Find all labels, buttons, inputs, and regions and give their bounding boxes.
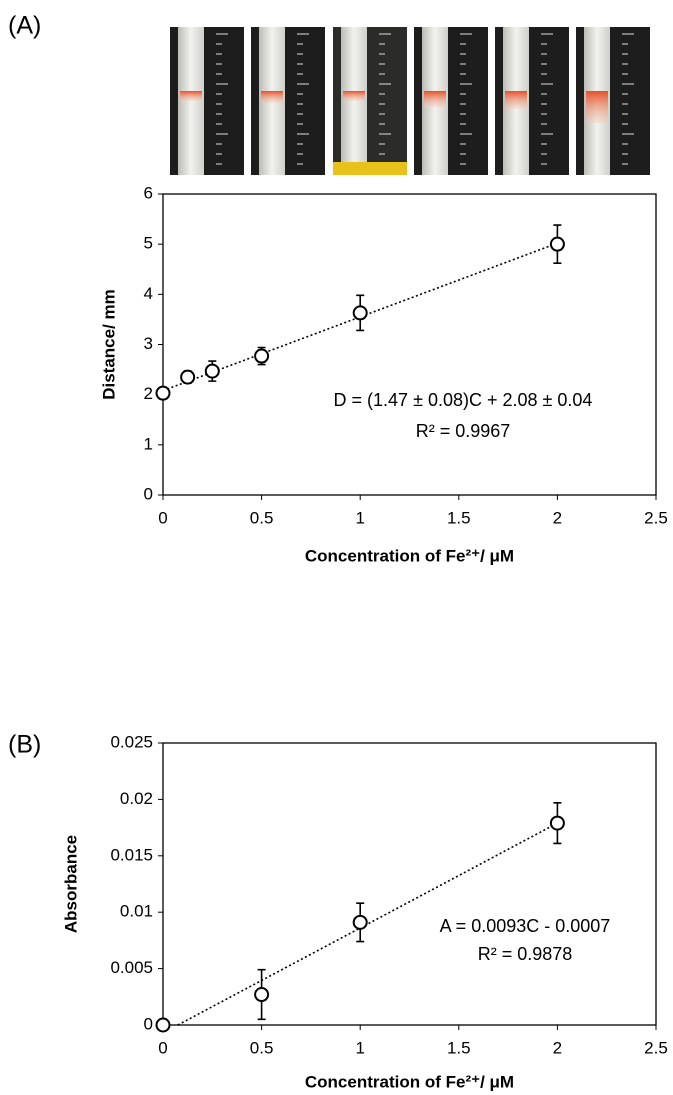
photo [576, 27, 650, 175]
y-axis-title: Distance/ mm [99, 289, 118, 400]
sample-band [261, 91, 283, 103]
y-tick-label: 2 [144, 384, 153, 403]
panel-label: (B) [8, 731, 41, 759]
x-tick-label: 0 [158, 1038, 167, 1057]
data-point [204, 363, 220, 379]
annotation: A = 0.0093C - 0.0007 [440, 916, 611, 936]
annotation: D = (1.47 ± 0.08)C + 2.08 ± 0.04 [334, 390, 593, 410]
photo [414, 27, 488, 175]
y-tick-label: 1 [144, 434, 153, 453]
data-point [180, 369, 196, 385]
photo [333, 27, 407, 175]
data-point [549, 236, 565, 252]
sample-band [180, 91, 202, 101]
plot-frame [162, 193, 657, 496]
x-tick-label: 2.5 [644, 1038, 668, 1057]
annotation: R² = 0.9878 [478, 944, 573, 964]
x-tick-label: 1.5 [447, 1038, 471, 1057]
y-tick-label: 3 [144, 334, 153, 353]
x-tick-label: 0 [158, 508, 167, 527]
y-tick-label: 0.005 [110, 958, 153, 977]
annotation: R² = 0.9967 [416, 421, 511, 441]
data-point [549, 815, 565, 831]
y-tick-label: 0 [144, 1014, 153, 1033]
photo [495, 27, 569, 175]
panel-label: (A) [8, 12, 41, 40]
data-point [254, 348, 270, 364]
plot-frame [162, 742, 657, 1026]
data-point [254, 987, 270, 1003]
stand [333, 162, 407, 175]
x-tick-label: 1 [355, 1038, 364, 1057]
y-tick-label: 0 [144, 484, 153, 503]
data-point [352, 305, 368, 321]
x-tick-label: 1.5 [447, 508, 471, 527]
y-tick-label: 0.015 [110, 845, 153, 864]
x-axis-title: Concentration of Fe²⁺/ μM [305, 546, 514, 565]
sample-band [424, 91, 446, 107]
data-point [352, 914, 368, 930]
data-point [155, 385, 171, 401]
data-point [155, 1017, 171, 1033]
sample-band [343, 91, 365, 101]
y-axis-title: Absorbance [61, 835, 80, 933]
photo [170, 27, 244, 175]
y-tick-label: 0.01 [120, 902, 153, 921]
x-tick-label: 2.5 [644, 508, 668, 527]
y-tick-label: 5 [144, 234, 153, 253]
x-tick-label: 2 [553, 1038, 562, 1057]
y-tick-label: 4 [144, 284, 153, 303]
x-tick-label: 0.5 [250, 1038, 274, 1057]
x-tick-label: 2 [553, 508, 562, 527]
x-tick-label: 1 [355, 508, 364, 527]
x-tick-label: 0.5 [250, 508, 274, 527]
y-tick-label: 0.02 [120, 789, 153, 808]
sample-band [505, 91, 527, 109]
x-axis-title: Concentration of Fe²⁺/ μM [305, 1072, 514, 1091]
y-tick-label: 0.025 [110, 732, 153, 751]
sample-band [586, 91, 608, 123]
photo [251, 27, 325, 175]
y-tick-label: 6 [144, 183, 153, 202]
